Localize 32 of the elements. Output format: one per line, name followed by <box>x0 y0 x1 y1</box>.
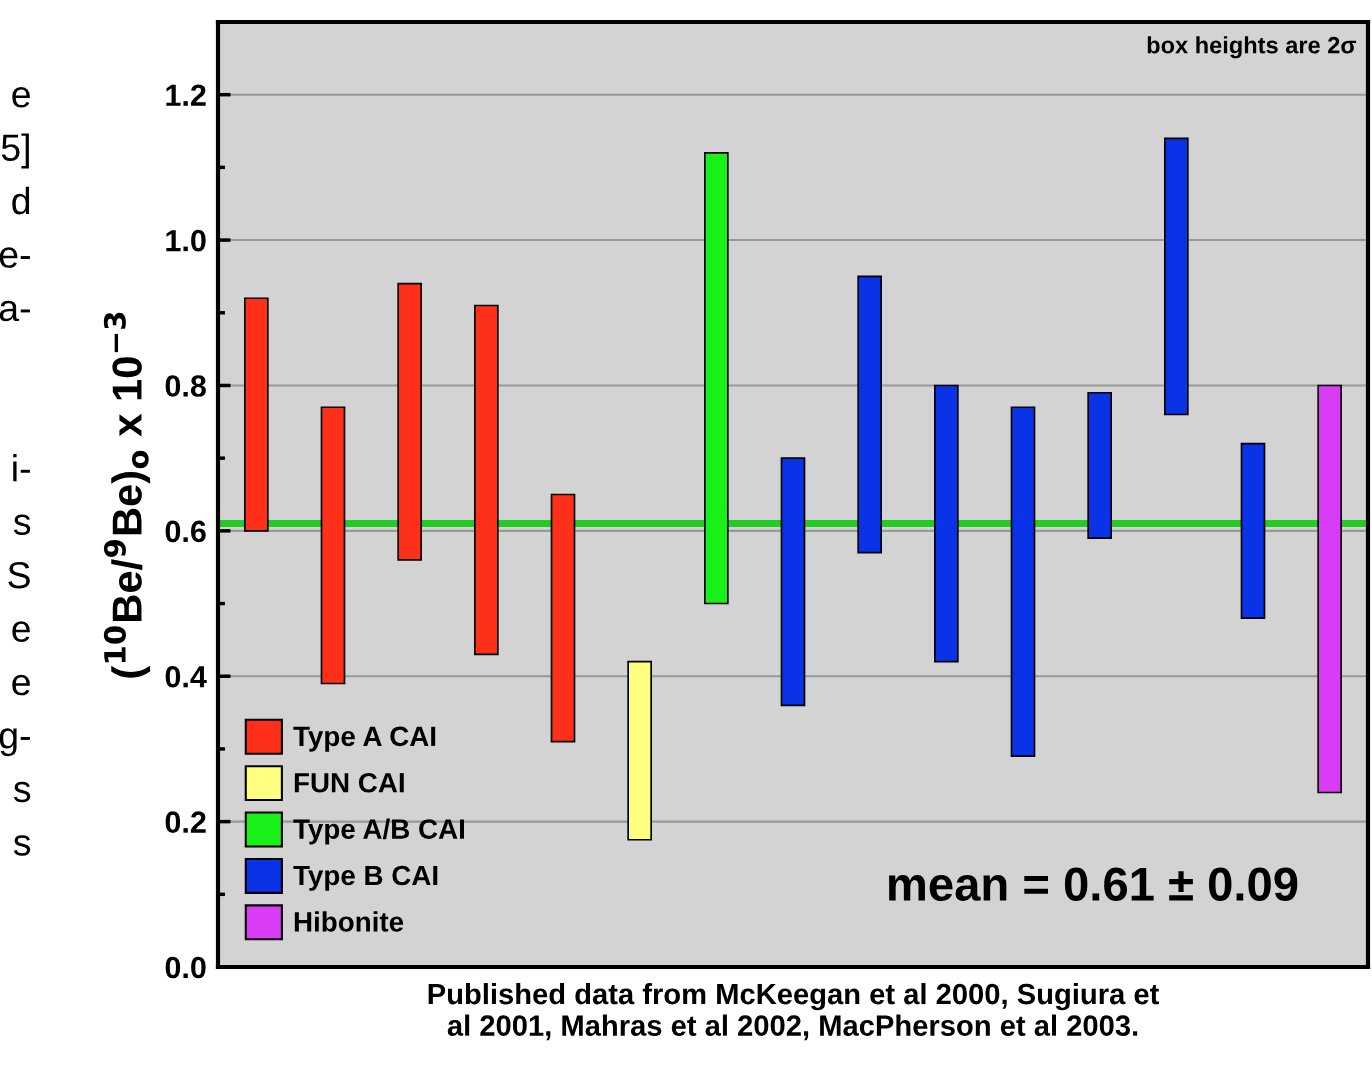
bar <box>1317 384 1343 794</box>
y-tick-label: 0.2 <box>165 811 206 833</box>
legend-label: Type A/B CAI <box>293 818 464 845</box>
bar <box>933 384 959 663</box>
y-tick-label: 1.0 <box>166 229 206 252</box>
y-tick-label: 0.8 <box>165 375 206 397</box>
bar <box>780 457 806 707</box>
y-tick-label: 1.2 <box>166 84 206 106</box>
bar <box>550 493 576 743</box>
bar <box>320 406 346 685</box>
x-axis-title: Published data from McKeegan et al 2000, Sugiura et al 2001, Mahras et al 2002, MacPherson et al 2003. <box>428 982 1159 1041</box>
bar <box>627 660 653 841</box>
y-axis-title: ($^{10}$Be/$^{9}$Be)$_{o}$ x 10$^{−3}$ <box>103 312 151 678</box>
legend-label: FUN CAI <box>294 772 404 793</box>
y-tick-label: 0.4 <box>165 665 207 688</box>
annotation: mean = 0.61 ± 0.09 <box>888 867 1298 901</box>
bar <box>703 152 729 605</box>
bar <box>857 275 883 554</box>
bar <box>1087 391 1113 539</box>
legend-label: Type B CAI <box>293 865 438 891</box>
bar <box>243 297 269 532</box>
y-tick-label: 0.6 <box>165 520 206 543</box>
annotation: box heights are 2σ <box>1147 36 1357 59</box>
bar <box>1163 137 1189 416</box>
text: e 5] d e- a- i- s S e e g- s s <box>0 87 31 856</box>
bar <box>1240 442 1266 619</box>
y-tick-label: 0.0 <box>165 956 206 979</box>
legend-label: Type A CAI <box>293 726 436 752</box>
bar <box>473 304 499 656</box>
legend-label: Hibonite <box>294 911 404 932</box>
bar <box>397 282 423 561</box>
bar <box>1010 406 1036 758</box>
